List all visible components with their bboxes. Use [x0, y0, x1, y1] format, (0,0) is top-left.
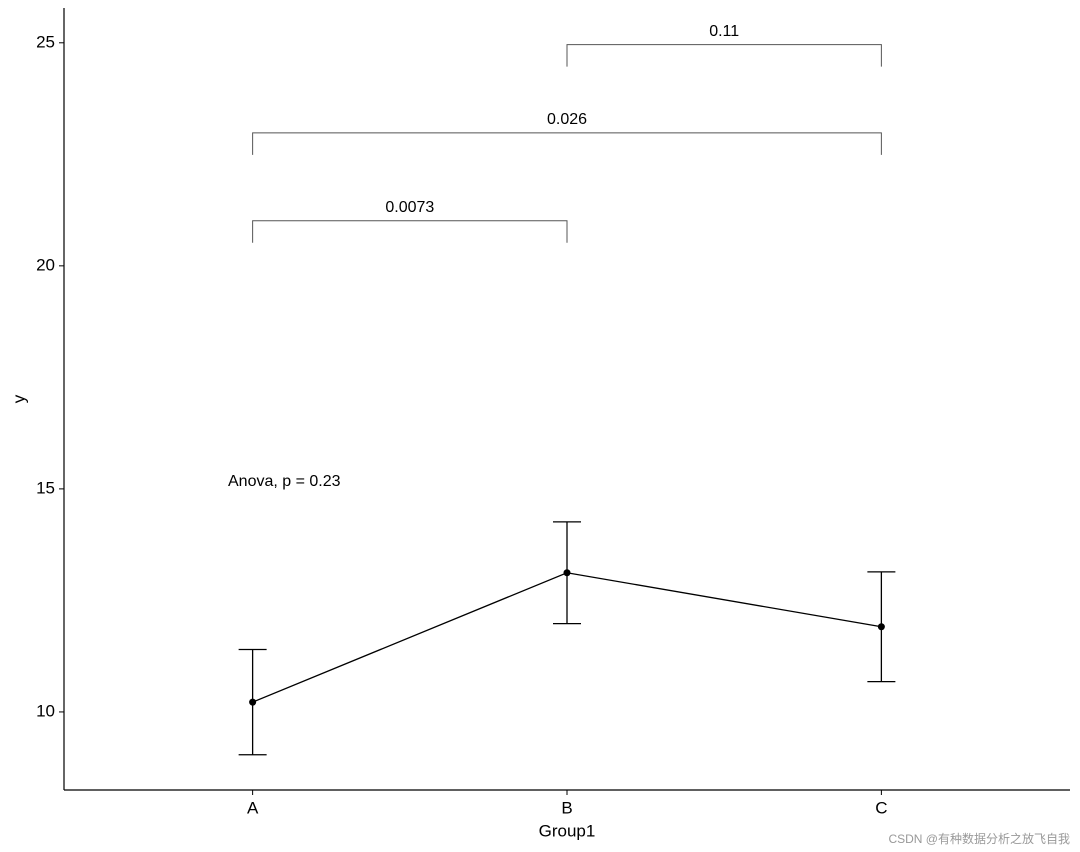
bracket [252, 132, 882, 155]
y-tick-label: 25 [36, 32, 55, 51]
y-tick-label: 20 [36, 255, 55, 274]
bracket [566, 44, 882, 67]
bracket-label: 0.0073 [385, 199, 434, 216]
watermark: CSDN @有种数据分析之放飞自我 [888, 831, 1070, 846]
y-tick-label: 10 [36, 701, 55, 720]
bracket-label: 0.026 [547, 111, 587, 128]
point [563, 569, 571, 577]
point [877, 623, 885, 631]
x-tick-label: C [875, 798, 887, 817]
x-tick-label: A [247, 798, 259, 817]
point [249, 698, 257, 706]
x-axis-title: Group1 [539, 821, 596, 840]
annotation: Anova, p = 0.23 [228, 473, 341, 490]
y-tick-label: 15 [36, 478, 55, 497]
bracket-label: 0.11 [709, 23, 739, 40]
x-tick-label: B [561, 798, 572, 817]
y-axis-title: y [9, 394, 28, 403]
bracket [252, 220, 568, 243]
